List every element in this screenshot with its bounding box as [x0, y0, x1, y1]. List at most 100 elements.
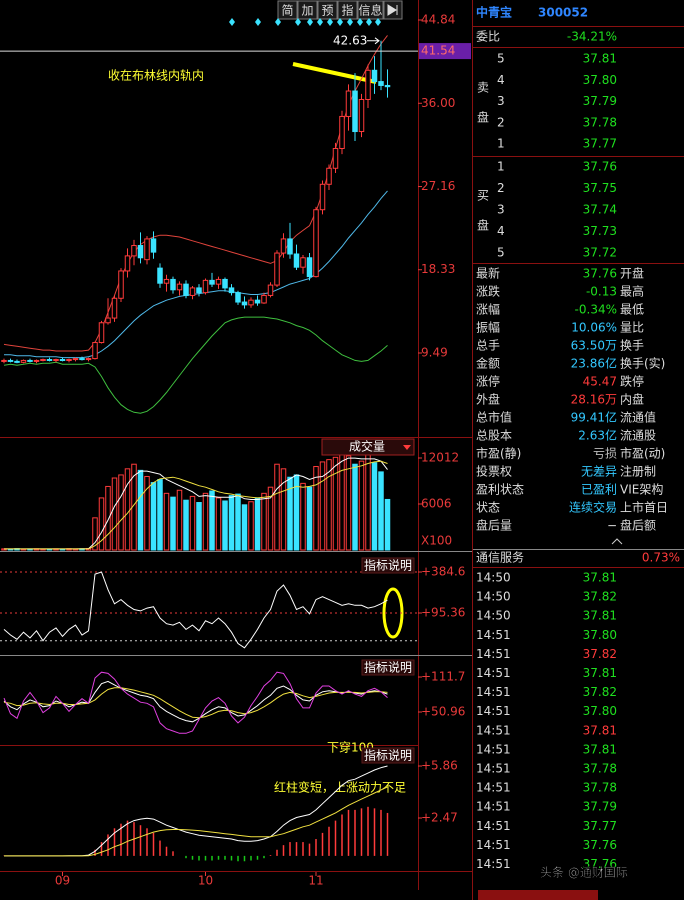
stat-value: −	[607, 519, 617, 533]
volume-bar	[92, 517, 98, 551]
y-tick-label: 6006	[421, 497, 452, 511]
candle-body	[170, 278, 176, 291]
candle-body	[248, 299, 254, 306]
tick-price: 37.81	[583, 723, 617, 737]
volume-button[interactable]	[321, 438, 415, 456]
candle-body	[7, 359, 14, 362]
frame	[0, 0, 473, 900]
candle-body	[105, 317, 111, 324]
collapse-icon[interactable]	[611, 538, 623, 545]
toolbar-button[interactable]	[337, 0, 358, 20]
candle-body	[352, 90, 358, 133]
candle-body	[241, 301, 248, 306]
toolbar-button[interactable]	[297, 0, 318, 20]
stock-name: 中青宝	[476, 5, 512, 20]
tick-price: 37.78	[583, 762, 617, 776]
y-tick-label: +5.86	[421, 759, 458, 773]
volume-bar	[170, 496, 176, 551]
event-marker	[275, 18, 281, 26]
candle-body	[293, 253, 300, 268]
candle-body	[202, 279, 209, 294]
indicator-line	[3, 316, 388, 414]
stat-label: 金额	[476, 356, 500, 371]
candle-body	[254, 299, 261, 304]
stat-label: 盘后量	[476, 518, 512, 533]
ask-price: 37.78	[583, 115, 617, 129]
bid-level: 3	[497, 203, 505, 217]
toolbar-button[interactable]	[317, 0, 338, 20]
y-tick-label: +50.96	[421, 705, 465, 719]
volume-bar	[124, 468, 131, 551]
y-tick-label: +2.47	[421, 811, 458, 825]
candle-body	[137, 245, 144, 259]
tick-price: 37.79	[583, 800, 617, 814]
tick-time: 14:51	[476, 857, 511, 871]
y-tick-label: +384.6	[421, 564, 465, 578]
volume-bar	[287, 476, 293, 551]
bid-label: 盘	[477, 218, 489, 233]
volume-bar	[378, 471, 384, 551]
candle-body	[150, 238, 157, 253]
candle-body	[378, 81, 384, 86]
indicator-button-label: 指标说明	[364, 558, 412, 573]
tick-time: 14:50	[476, 571, 511, 585]
toolbar-button[interactable]	[357, 0, 384, 20]
event-marker	[255, 18, 261, 26]
indicator-button[interactable]	[361, 557, 415, 574]
stat-value: 2.63亿	[578, 428, 617, 443]
toolbar-label: 信息	[358, 3, 382, 18]
candle-body	[59, 359, 66, 362]
candle-body	[53, 359, 59, 362]
tick-price: 37.76	[583, 857, 617, 871]
tick-price: 37.80	[583, 704, 617, 718]
bid-level: 1	[497, 160, 505, 174]
event-marker	[347, 18, 353, 26]
volume-bar	[384, 498, 391, 551]
tick-price: 37.82	[583, 590, 617, 604]
candle-body	[209, 279, 215, 285]
tick-time: 14:51	[476, 800, 511, 814]
toolbar-label: 预	[321, 4, 333, 18]
bid-price: 37.74	[583, 203, 617, 217]
stat-label: 最低	[620, 303, 644, 317]
stat-label: 流通股	[620, 429, 656, 443]
event-marker	[295, 18, 301, 26]
tick-price: 37.82	[583, 685, 617, 699]
toolbar-button[interactable]	[277, 0, 298, 20]
volume-bar	[326, 459, 332, 551]
volume-bar	[358, 460, 365, 551]
candle-body	[332, 147, 339, 169]
ask-price: 37.81	[583, 52, 617, 66]
highlight-ellipse	[382, 587, 404, 639]
candle-body	[79, 358, 85, 361]
ask-level: 3	[497, 94, 505, 108]
stat-value: 63.50万	[571, 339, 617, 353]
y-tick-label: 9.49	[421, 346, 448, 360]
volume-bar	[319, 461, 326, 551]
indicator-button[interactable]	[361, 747, 415, 764]
stat-label: 总手	[476, 339, 500, 353]
toolbar-label: 指	[341, 3, 353, 18]
stat-label: 换手	[620, 339, 644, 353]
candle-body	[235, 292, 241, 303]
stat-label: 市盈(动)	[620, 446, 665, 461]
tick-time: 14:51	[476, 838, 511, 852]
stat-label: 涨停	[476, 374, 500, 389]
peak-label: 42.63	[333, 33, 367, 47]
volume-bar	[111, 477, 118, 551]
tick-price: 37.82	[583, 647, 617, 661]
volume-bar	[332, 456, 339, 551]
stat-label: 上市首日	[620, 500, 668, 515]
candle-body	[313, 209, 319, 278]
price-tag-label: 41.54	[421, 44, 455, 58]
volume-bar	[261, 492, 267, 551]
volume-bar	[339, 453, 345, 551]
stat-label: 振幅	[476, 320, 500, 335]
event-marker	[366, 18, 372, 26]
indicator-button[interactable]	[361, 659, 415, 676]
event-marker	[229, 18, 235, 26]
candle-body	[261, 294, 267, 304]
y-tick-label: 27.16	[421, 179, 455, 193]
